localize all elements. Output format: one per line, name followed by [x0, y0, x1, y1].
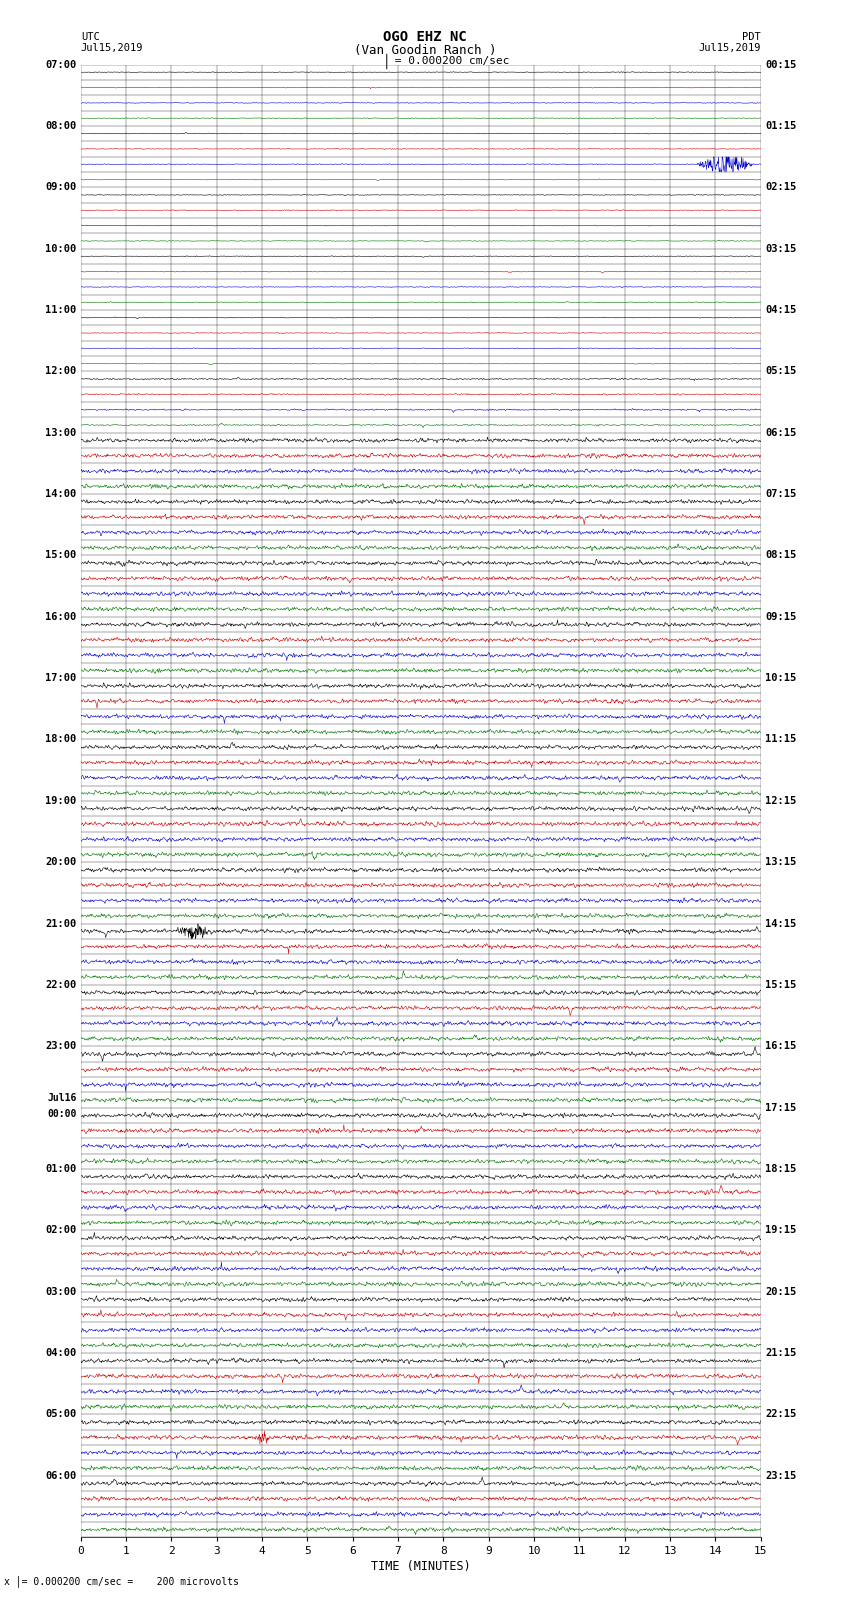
Text: UTC: UTC	[81, 32, 99, 42]
Text: 07:00: 07:00	[45, 60, 76, 69]
Text: (Van Goodin Ranch ): (Van Goodin Ranch )	[354, 44, 496, 56]
Text: 18:15: 18:15	[765, 1165, 796, 1174]
Text: 21:15: 21:15	[765, 1348, 796, 1358]
Text: 16:00: 16:00	[45, 611, 76, 621]
Text: 20:00: 20:00	[45, 857, 76, 868]
Text: 23:00: 23:00	[45, 1042, 76, 1052]
Text: 22:00: 22:00	[45, 981, 76, 990]
X-axis label: TIME (MINUTES): TIME (MINUTES)	[371, 1560, 471, 1573]
Text: 06:15: 06:15	[765, 427, 796, 437]
Text: 00:00: 00:00	[47, 1110, 76, 1119]
Text: 01:15: 01:15	[765, 121, 796, 131]
Text: 11:00: 11:00	[45, 305, 76, 315]
Text: x │= 0.000200 cm/sec =    200 microvolts: x │= 0.000200 cm/sec = 200 microvolts	[4, 1574, 239, 1587]
Text: 04:15: 04:15	[765, 305, 796, 315]
Text: 13:00: 13:00	[45, 427, 76, 437]
Text: 08:00: 08:00	[45, 121, 76, 131]
Text: 09:00: 09:00	[45, 182, 76, 192]
Text: 10:00: 10:00	[45, 244, 76, 253]
Text: 12:15: 12:15	[765, 795, 796, 806]
Text: PDT: PDT	[742, 32, 761, 42]
Text: Jul16: Jul16	[47, 1094, 76, 1103]
Text: 18:00: 18:00	[45, 734, 76, 745]
Text: Jul15,2019: Jul15,2019	[81, 44, 144, 53]
Text: 08:15: 08:15	[765, 550, 796, 560]
Text: OGO EHZ NC: OGO EHZ NC	[383, 31, 467, 44]
Text: 22:15: 22:15	[765, 1410, 796, 1419]
Text: 16:15: 16:15	[765, 1042, 796, 1052]
Text: 20:15: 20:15	[765, 1287, 796, 1297]
Text: 04:00: 04:00	[45, 1348, 76, 1358]
Text: │: │	[383, 53, 390, 69]
Text: 14:00: 14:00	[45, 489, 76, 498]
Text: Jul15,2019: Jul15,2019	[698, 44, 761, 53]
Text: 10:15: 10:15	[765, 673, 796, 684]
Text: 13:15: 13:15	[765, 857, 796, 868]
Text: 01:00: 01:00	[45, 1165, 76, 1174]
Text: 19:15: 19:15	[765, 1226, 796, 1236]
Text: 17:15: 17:15	[765, 1103, 796, 1113]
Text: 15:15: 15:15	[765, 981, 796, 990]
Text: 21:00: 21:00	[45, 918, 76, 929]
Text: 19:00: 19:00	[45, 795, 76, 806]
Text: 07:15: 07:15	[765, 489, 796, 498]
Text: 23:15: 23:15	[765, 1471, 796, 1481]
Text: 17:00: 17:00	[45, 673, 76, 684]
Text: 06:00: 06:00	[45, 1471, 76, 1481]
Text: 14:15: 14:15	[765, 918, 796, 929]
Text: 12:00: 12:00	[45, 366, 76, 376]
Text: = 0.000200 cm/sec: = 0.000200 cm/sec	[388, 56, 510, 66]
Text: 05:00: 05:00	[45, 1410, 76, 1419]
Text: 05:15: 05:15	[765, 366, 796, 376]
Text: 09:15: 09:15	[765, 611, 796, 621]
Text: 02:00: 02:00	[45, 1226, 76, 1236]
Text: 15:00: 15:00	[45, 550, 76, 560]
Text: 03:00: 03:00	[45, 1287, 76, 1297]
Text: 11:15: 11:15	[765, 734, 796, 745]
Text: 02:15: 02:15	[765, 182, 796, 192]
Text: 00:15: 00:15	[765, 60, 796, 69]
Text: 03:15: 03:15	[765, 244, 796, 253]
